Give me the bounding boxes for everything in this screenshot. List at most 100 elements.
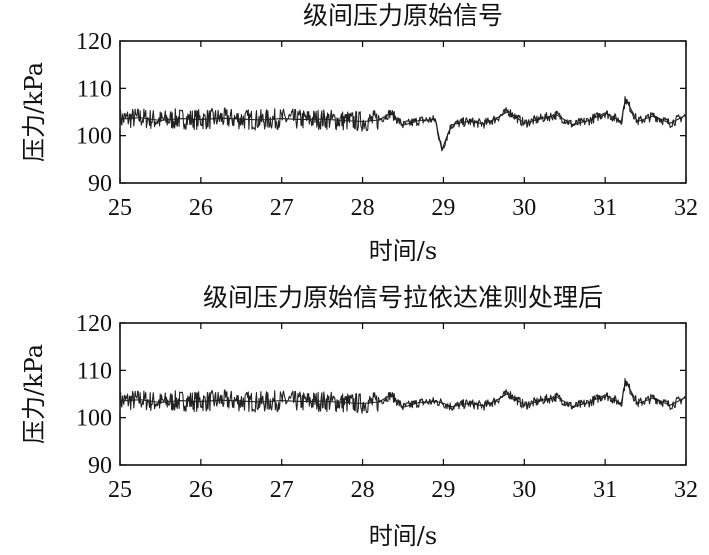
y-axis-label: 压力/kPa: [20, 62, 48, 162]
data-point: [281, 400, 283, 402]
x-tick-label: 27: [270, 195, 294, 221]
data-point: [361, 402, 364, 405]
data-point: [604, 394, 606, 396]
data-point: [441, 401, 443, 404]
data-point: [588, 119, 590, 122]
data-point: [240, 118, 242, 120]
plot-area: 25 26 27 28 29 30 31 32 90 100 110 120: [76, 311, 698, 503]
data-point: [220, 117, 222, 119]
y-tick-label: 120: [76, 29, 112, 55]
series-line: [119, 379, 687, 408]
data-point: [361, 120, 364, 123]
data-point: [572, 406, 574, 408]
data-point: [341, 401, 343, 404]
x-tick-label: 28: [351, 195, 375, 221]
data-point: [450, 406, 453, 408]
data-point: [402, 406, 404, 408]
data-point: [301, 400, 303, 403]
x-tick-label: 31: [593, 477, 617, 503]
data-point: [467, 120, 469, 123]
data-point: [636, 402, 639, 405]
y-tick-label: 100: [76, 124, 112, 150]
y-tick-label: 110: [77, 76, 112, 102]
x-tick-label: 28: [351, 477, 375, 503]
data-point: [260, 119, 263, 121]
x-tick-label: 27: [270, 477, 294, 503]
chart-panel-top: 级间压力原始信号 压力/kPa 时间/s 25 26 27 28 29 30 31 32 90 1…: [20, 1, 698, 265]
data-point: [200, 400, 202, 403]
x-axis-label: 时间/s: [369, 522, 437, 550]
x-tick-label: 26: [189, 195, 213, 221]
plot-area: 25 26 27 28 29 30 31 32 90 100 110 120: [76, 29, 698, 221]
data-point: [523, 122, 525, 124]
data-point: [378, 119, 380, 121]
x-tick-label: 30: [512, 477, 536, 503]
data-point: [495, 400, 497, 402]
data-point: [604, 112, 606, 114]
x-tick-label: 31: [593, 195, 617, 221]
data-point: [620, 120, 622, 123]
series-noise-trace: [119, 96, 687, 152]
data-point: [159, 119, 162, 122]
data-point: [434, 118, 436, 121]
data-point: [669, 122, 671, 124]
data-point: [467, 402, 469, 405]
data-point: [495, 118, 497, 120]
chart-panel-bottom: 级间压力原始信号拉依达准则处理后 压力/kPa 时间/s 25 26 27 28 29 3…: [20, 283, 698, 550]
data-point: [240, 400, 242, 402]
x-tick-label: 29: [431, 195, 455, 221]
chart-title: 级间压力原始信号拉依达准则处理后: [203, 283, 603, 312]
y-tick-label: 100: [76, 406, 112, 432]
y-axis-label: 压力/kPa: [20, 344, 48, 444]
data-point: [572, 124, 574, 126]
x-axis-label: 时间/s: [369, 237, 437, 265]
data-point: [539, 400, 542, 402]
data-point: [483, 123, 485, 125]
data-point: [685, 396, 687, 398]
data-point: [507, 110, 509, 112]
x-tick-label: 29: [431, 477, 455, 503]
y-axis-title: 压力/kPa: [20, 344, 48, 444]
data-point: [507, 392, 509, 394]
data-point: [220, 399, 222, 401]
data-point: [669, 404, 671, 406]
data-point: [390, 112, 392, 114]
x-tick-label: 25: [108, 477, 132, 503]
data-point: [624, 98, 626, 100]
data-point: [390, 394, 392, 396]
x-tick-label: 32: [674, 195, 698, 221]
y-tick-label: 90: [88, 453, 112, 479]
data-point: [588, 401, 590, 404]
data-point: [434, 400, 436, 403]
data-point: [341, 119, 343, 122]
data-point: [321, 400, 323, 402]
chart-title: 级间压力原始信号: [303, 1, 503, 30]
data-point: [281, 118, 283, 120]
data-point: [260, 401, 263, 403]
data-point: [180, 400, 182, 402]
data-point: [139, 117, 141, 119]
data-point: [441, 149, 443, 151]
x-tick-label: 25: [108, 195, 132, 221]
data-point: [556, 114, 558, 116]
x-tick-label: 30: [512, 195, 536, 221]
data-point: [119, 118, 121, 120]
data-point: [301, 118, 303, 121]
data-point: [418, 119, 420, 122]
data-point: [556, 396, 558, 398]
data-point: [139, 399, 141, 401]
data-point: [653, 397, 655, 399]
data-point: [685, 114, 687, 116]
x-tick-label: 32: [674, 477, 698, 503]
data-point: [321, 118, 323, 120]
data-point: [523, 404, 525, 406]
data-point: [378, 401, 380, 403]
y-tick-label: 110: [77, 358, 112, 384]
data-point: [180, 118, 182, 120]
y-tick-label: 120: [76, 311, 112, 337]
data-point: [539, 118, 542, 120]
data-point: [620, 402, 622, 405]
series-noise-trace: [119, 378, 687, 414]
y-axis-title: 压力/kPa: [20, 62, 48, 162]
